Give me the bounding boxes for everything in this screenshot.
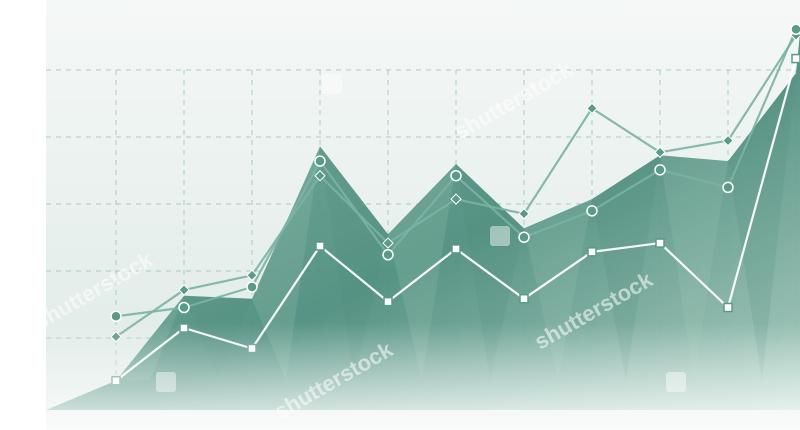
watermark-logo-icon bbox=[490, 226, 510, 246]
bottom-fade bbox=[46, 0, 800, 430]
watermark-logo-icon bbox=[322, 74, 342, 94]
watermark-logo-icon bbox=[666, 372, 686, 392]
watermark-logo-icon bbox=[156, 372, 176, 392]
